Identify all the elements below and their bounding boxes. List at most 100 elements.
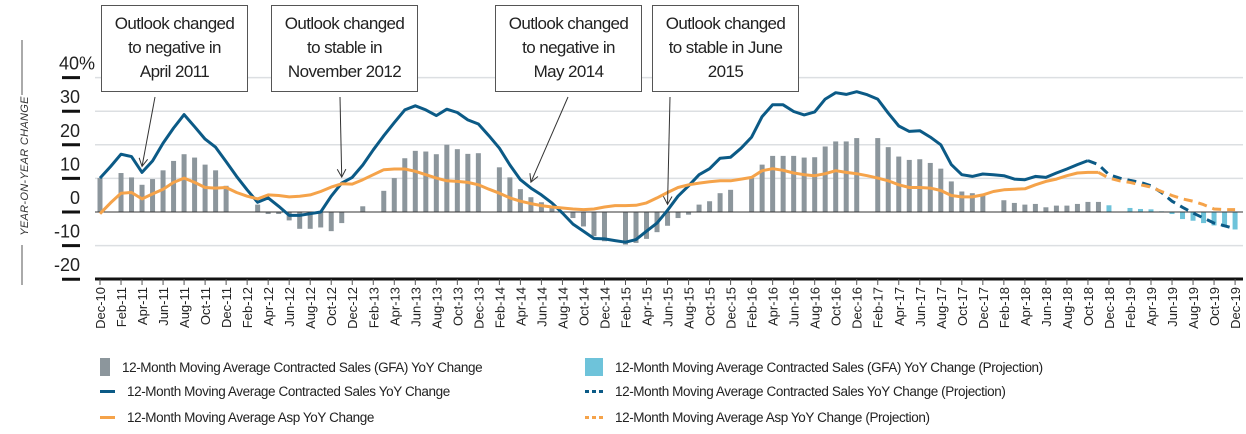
x-tick-label: Aug-13 [429, 287, 444, 329]
series-line [1097, 171, 1236, 212]
annotation-line: Outlook changed [284, 14, 405, 33]
legend-swatch [100, 416, 115, 419]
x-tick-label: Feb-17 [871, 287, 886, 328]
bar [875, 138, 881, 212]
x-tick-label: Jun-17 [913, 287, 928, 327]
bar [307, 212, 313, 229]
bar [644, 212, 650, 239]
legend-item: 12-Month Moving Average Contracted Sales… [100, 384, 450, 399]
annotation-line: Outlook changed [508, 14, 629, 33]
bar [601, 212, 607, 242]
annotation-arrowhead [662, 196, 673, 206]
bar [192, 157, 198, 212]
x-tick-label: Aug-16 [808, 287, 823, 329]
bar [1022, 204, 1028, 212]
legend-item: 12-Month Moving Average Contracted Sales… [585, 358, 1043, 376]
x-tick-label: Dec-19 [1228, 287, 1243, 329]
bar [276, 212, 282, 215]
bar [969, 193, 975, 212]
x-tick-label: Aug-11 [177, 287, 192, 328]
y-tick-label: -10 [54, 222, 80, 242]
annotation-line: Outlook changed [665, 14, 786, 33]
bar [1190, 212, 1196, 221]
x-tick-label: Dec-12 [345, 287, 360, 329]
x-tick-label: Jun-18 [1039, 287, 1054, 327]
annotation-line: April 2011 [139, 62, 210, 81]
legend-item: 12-Month Moving Average Asp YoY Change [100, 410, 374, 425]
bar [759, 164, 765, 212]
bar [1074, 203, 1080, 212]
bar [507, 177, 513, 212]
x-tick-label: Feb-12 [240, 287, 255, 328]
bar [665, 212, 671, 226]
bar [255, 204, 261, 212]
x-tick-label: Jun-14 [534, 287, 549, 327]
annotation-line: Outlook changed [114, 14, 235, 33]
annotation-line: to stable in June [668, 38, 783, 57]
x-tick-label: Oct-11 [198, 287, 213, 325]
bar [1148, 209, 1154, 212]
x-tick-label: Oct-16 [829, 287, 844, 326]
bar [1232, 212, 1238, 230]
x-tick-label: Oct-12 [324, 287, 339, 326]
x-tick-label: Apr-16 [766, 287, 781, 326]
legend-swatch [100, 390, 115, 393]
legend-swatch [585, 416, 603, 419]
bar [791, 155, 797, 212]
x-tick-label: Aug-12 [303, 287, 318, 329]
bar [675, 212, 681, 219]
bar [181, 154, 187, 212]
x-tick-label: Apr-19 [1144, 287, 1159, 326]
annotation-line: to negative in [128, 38, 221, 57]
bar [696, 204, 702, 212]
bar [538, 202, 544, 212]
bar [265, 212, 271, 215]
bar [496, 167, 502, 212]
x-tick-label: Jun-16 [787, 287, 802, 327]
x-tick-label: Oct-17 [955, 287, 970, 326]
x-tick-label: Feb-13 [366, 287, 381, 328]
annotation-line: November 2012 [287, 62, 402, 81]
bar [297, 212, 303, 229]
x-tick-label: Apr-12 [261, 287, 276, 326]
bar [160, 170, 166, 212]
annotation-box: Outlook changed to stable in June 2015 [652, 5, 799, 92]
x-tick-label: Aug-19 [1186, 287, 1201, 329]
bar [1064, 205, 1070, 212]
x-tick-label: Jun-11 [156, 287, 171, 326]
x-tick-label: Dec-11 [219, 287, 234, 328]
x-tick-label: Dec-13 [471, 287, 486, 329]
legend-swatch [585, 390, 603, 393]
x-tick-label: Oct-14 [576, 287, 591, 326]
bar [780, 155, 786, 212]
x-tick-label: Dec-17 [976, 287, 991, 329]
bar [1011, 202, 1017, 212]
x-tick-label: Apr-15 [640, 287, 655, 326]
x-tick-label: Feb-16 [745, 287, 760, 328]
x-tick-label: Apr-18 [1018, 287, 1033, 326]
y-axis-title: YEAR-ON-YEAR CHANGE [19, 96, 31, 236]
bar [423, 151, 429, 212]
bar [1106, 205, 1112, 212]
bar [444, 144, 450, 212]
legend-swatch [100, 358, 110, 376]
bar [591, 212, 597, 237]
bar [129, 177, 135, 212]
y-tick-label: 20 [60, 121, 80, 141]
annotation-arrow [339, 96, 343, 178]
annotation-line: to negative in [522, 38, 615, 57]
legend-label: 12-Month Moving Average Asp YoY Change (… [615, 410, 930, 425]
bar [833, 141, 839, 212]
x-tick-label: Dec-15 [724, 287, 739, 329]
bar [707, 201, 713, 212]
bar [570, 212, 576, 219]
x-tick-label: Aug-15 [682, 287, 697, 329]
y-tick-label: -20 [54, 255, 80, 275]
legend-swatch [585, 358, 603, 376]
bar [623, 212, 628, 245]
x-tick-label: Jun-12 [282, 287, 297, 327]
bar [1180, 212, 1186, 220]
bar [917, 159, 923, 212]
